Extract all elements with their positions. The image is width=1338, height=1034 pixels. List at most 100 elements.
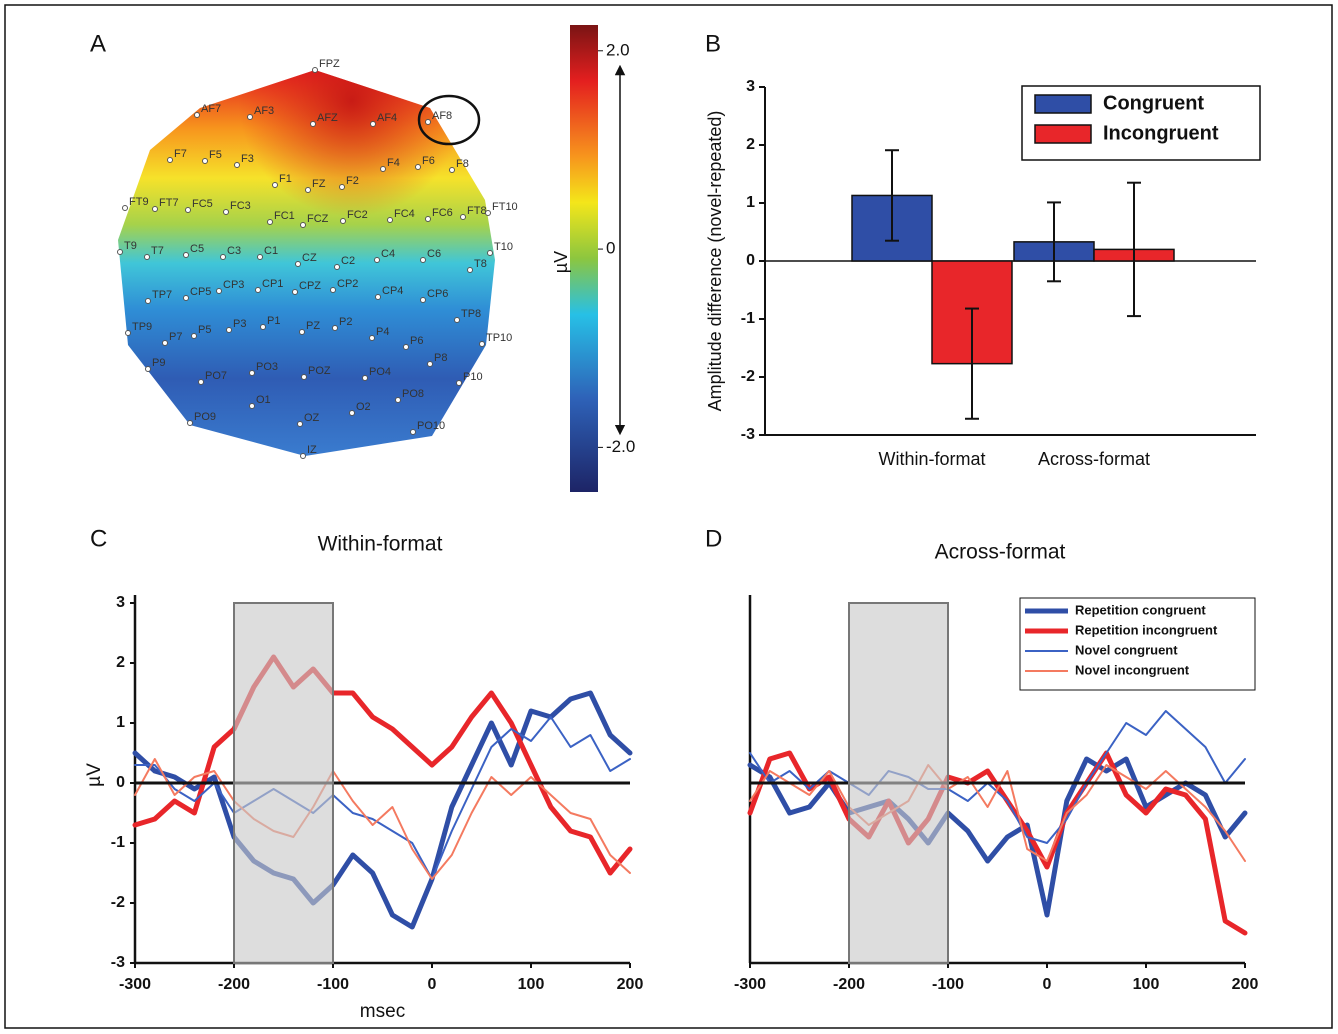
error-bar [965,307,979,420]
electrode-label: TP8 [461,308,481,320]
electrode-label: F2 [346,175,359,187]
series-line [132,654,633,876]
electrode-label: FC4 [394,208,415,220]
electrode-label: AF7 [201,103,221,115]
electrode [425,216,431,222]
panel-label: A [90,30,106,57]
electrode-label: TP7 [152,289,172,301]
highlight-circle [417,94,481,146]
electrode-label: FC5 [192,198,213,210]
y-tick-label: 3 [116,594,125,611]
electrode [300,222,306,228]
y-tick-label: 2 [116,654,125,671]
electrode [395,397,401,403]
electrode [334,264,340,270]
electrode [145,366,151,372]
x-tick-label: -200 [833,976,865,993]
electrode [122,205,128,211]
y-axis-label: Amplitude difference (novel-repeated) [705,111,725,412]
electrode-label: C5 [190,243,204,255]
series-line [747,750,1248,936]
electrode [260,324,266,330]
electrode [125,330,131,336]
electrode-label: CP2 [337,278,358,290]
electrode-label: PZ [306,320,320,332]
electrode-label: P5 [198,324,211,336]
y-tick-label: 1 [746,194,755,211]
panel-label: B [705,30,721,57]
electrode-label: AF8 [432,110,452,122]
electrode [362,375,368,381]
electrode [312,67,318,73]
electrode [339,184,345,190]
x-tick-label: -100 [932,976,964,993]
electrode-label: C3 [227,245,241,257]
electrode-label: TP10 [486,332,512,344]
electrode-label: C4 [381,248,395,260]
electrode-label: CPZ [299,280,321,292]
series-line [134,716,631,880]
x-tick-label: 0 [1043,976,1052,993]
x-tick-label: 0 [428,976,437,993]
electrode [403,344,409,350]
electrode-label: O1 [256,394,271,406]
electrode [145,298,151,304]
electrode-label: F7 [174,148,187,160]
electrode [144,254,150,260]
electrode-label: PO4 [369,366,391,378]
electrode [226,327,232,333]
electrode-label: P7 [169,331,182,343]
legend-swatch [1034,94,1092,114]
electrode-label: P6 [410,335,423,347]
electrode-label: AF3 [254,105,274,117]
electrode [292,289,298,295]
electrode [467,267,473,273]
electrode [187,420,193,426]
electrode [223,209,229,215]
y-tick-label: -1 [111,834,125,851]
electrode-label: FT7 [159,197,179,209]
colorbar-tick-label: -2.0 [606,437,635,456]
electrode [427,361,433,367]
panel-label: C [90,525,107,552]
electrode-label: T10 [494,241,513,253]
x-tick-label: 200 [617,976,644,993]
electrode [299,329,305,335]
electrode-label: T7 [151,245,164,257]
electrode [247,114,253,120]
electrode-label: CP6 [427,288,448,300]
error-bar [885,149,899,242]
electrode-label: CP5 [190,286,211,298]
electrode-label: FT10 [492,201,518,213]
electrode-label: PO9 [194,411,216,423]
electrode-label: FC3 [230,200,251,212]
shade-window [233,602,334,964]
x-tick-label: 100 [518,976,545,993]
legend-label: Novel congruent [1075,642,1178,657]
electrode-label: F5 [209,149,222,161]
y-tick-label: -3 [741,426,755,443]
colorbar-tick-label: 0 [606,239,615,258]
electrode [152,206,158,212]
electrode [185,207,191,213]
electrode [485,210,491,216]
electrode-label: T8 [474,258,487,270]
electrode-label: C1 [264,245,278,257]
electrode [249,370,255,376]
topomap: FPZ AF7 AF3 AFZ AF4 AF8 F7 F5 F3 F4 F6 F8 F1 FZ F2 FT9 F… [117,58,518,459]
electrode-label: FZ [312,178,326,190]
electrode-label: F6 [422,155,435,167]
electrode-label: FC1 [274,210,295,222]
electrode [216,288,222,294]
chart-title: Within-format [318,533,443,556]
electrode [220,254,226,260]
y-tick-label: 2 [746,136,755,153]
panel-label: D [705,525,722,552]
electrode [167,157,173,163]
legend-label: Novel incongruent [1075,662,1190,677]
electrode [202,158,208,164]
electrode [460,214,466,220]
electrode-label: F3 [241,153,254,165]
legend-swatch [1034,124,1092,144]
electrode [310,121,316,127]
